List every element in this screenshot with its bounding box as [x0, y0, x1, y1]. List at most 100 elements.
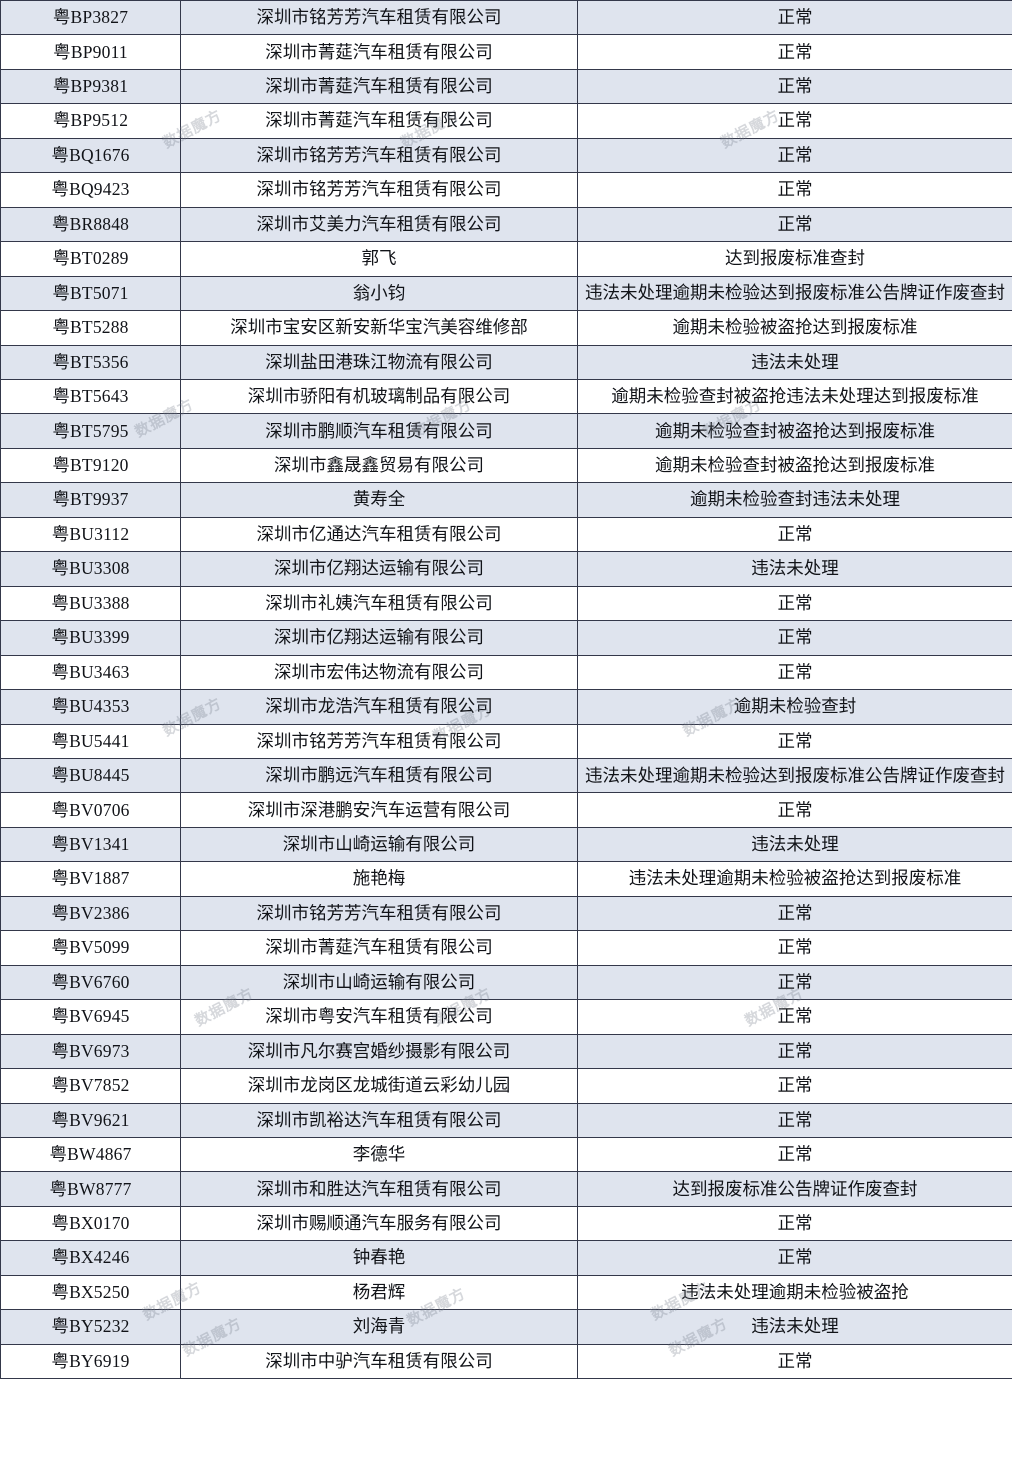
cell-plate-number: 粤BW8777 — [0, 1171, 181, 1207]
cell-plate-number: 粤BV6945 — [0, 999, 181, 1035]
cell-status: 达到报废标准查封 — [577, 241, 1012, 277]
cell-status: 逾期未检验查封 — [577, 689, 1012, 725]
cell-plate-number: 粤BP9512 — [0, 103, 181, 139]
table-row: 粤BV6760 深圳市山崎运输有限公司 正常 — [0, 964, 1012, 1001]
table-row: 粤BR8848 深圳市艾美力汽车租赁有限公司 正常 — [0, 206, 1012, 243]
cell-owner-name: 深圳盐田港珠江物流有限公司 — [180, 344, 578, 380]
cell-owner-name: 深圳市中驴汽车租赁有限公司 — [180, 1343, 578, 1380]
cell-status: 正常 — [577, 1033, 1012, 1070]
cell-owner-name: 深圳市铭芳芳汽车租赁有限公司 — [180, 137, 578, 174]
table-row: 粤BU8445 深圳市鹏远汽车租赁有限公司 违法未处理逾期未检验达到报废标准公告牌证… — [0, 757, 1012, 794]
table-row: 粤BV9621 深圳市凯裕达汽车租赁有限公司 正常 — [0, 1102, 1012, 1138]
cell-plate-number: 粤BX5250 — [0, 1274, 181, 1311]
cell-owner-name: 深圳市菁莚汽车租赁有限公司 — [180, 34, 578, 70]
table-row: 粤BU3112 深圳市亿通达汽车租赁有限公司 正常 — [0, 516, 1012, 553]
cell-plate-number: 粤BT5288 — [0, 310, 181, 346]
cell-status: 逾期未检验查封被盗抢达到报废标准 — [577, 413, 1012, 449]
cell-owner-name: 深圳市礼姨汽车租赁有限公司 — [180, 585, 578, 622]
cell-status: 正常 — [577, 620, 1012, 656]
cell-owner-name: 深圳市龙浩汽车租赁有限公司 — [180, 689, 578, 725]
vehicle-registry-table: 粤BP3827 深圳市铭芳芳汽车租赁有限公司 正常 粤BP9011 深圳市菁莚汽车租赁有… — [0, 0, 1012, 1380]
cell-status: 违法未处理逾期未检验达到报废标准公告牌证作废查封 — [577, 757, 1012, 794]
cell-status: 正常 — [577, 172, 1012, 208]
cell-owner-name: 深圳市菁莚汽车租赁有限公司 — [180, 68, 578, 105]
cell-plate-number: 粤BV2386 — [0, 895, 181, 932]
cell-status: 违法未处理逾期未检验被盗抢 — [577, 1274, 1012, 1311]
cell-status: 正常 — [577, 206, 1012, 243]
cell-plate-number: 粤BV1887 — [0, 861, 181, 897]
cell-owner-name: 深圳市鑫晟鑫贸易有限公司 — [180, 447, 578, 484]
table-row: 粤BQ1676 深圳市铭芳芳汽车租赁有限公司 正常 — [0, 137, 1012, 174]
cell-owner-name: 深圳市菁莚汽车租赁有限公司 — [180, 930, 578, 966]
cell-owner-name: 深圳市深港鹏安汽车运营有限公司 — [180, 792, 578, 828]
cell-plate-number: 粤BV7852 — [0, 1068, 181, 1104]
cell-owner-name: 深圳市凡尔赛宫婚纱摄影有限公司 — [180, 1033, 578, 1070]
cell-owner-name: 深圳市龙岗区龙城街道云彩幼儿园 — [180, 1068, 578, 1104]
cell-owner-name: 钟春艳 — [180, 1240, 578, 1276]
table-row: 粤BT0289 郭飞 达到报废标准查封 — [0, 241, 1012, 277]
table-row: 粤BV0706 深圳市深港鹏安汽车运营有限公司 正常 — [0, 792, 1012, 828]
cell-status: 正常 — [577, 930, 1012, 966]
cell-owner-name: 深圳市铭芳芳汽车租赁有限公司 — [180, 895, 578, 932]
table-row: 粤BX5250 杨君辉 违法未处理逾期未检验被盗抢 — [0, 1274, 1012, 1311]
table-row: 粤BW8777 深圳市和胜达汽车租赁有限公司 达到报废标准公告牌证作废查封 — [0, 1171, 1012, 1207]
cell-plate-number: 粤BU5441 — [0, 723, 181, 759]
cell-plate-number: 粤BU3388 — [0, 585, 181, 622]
table-row: 粤BU3388 深圳市礼姨汽车租赁有限公司 正常 — [0, 585, 1012, 622]
cell-status: 达到报废标准公告牌证作废查封 — [577, 1171, 1012, 1207]
cell-status: 正常 — [577, 1102, 1012, 1138]
cell-plate-number: 粤BV6760 — [0, 964, 181, 1001]
cell-status: 违法未处理 — [577, 1309, 1012, 1345]
cell-status: 正常 — [577, 34, 1012, 70]
cell-plate-number: 粤BT5071 — [0, 275, 181, 312]
table-row: 粤BT5643 深圳市骄阳有机玻璃制品有限公司 逾期未检验查封被盗抢违法未处理达到报… — [0, 378, 1012, 415]
cell-plate-number: 粤BT5356 — [0, 344, 181, 380]
cell-plate-number: 粤BV6973 — [0, 1033, 181, 1070]
cell-status: 违法未处理逾期未检验达到报废标准公告牌证作废查封 — [577, 275, 1012, 312]
table-row: 粤BV7852 深圳市龙岗区龙城街道云彩幼儿园 正常 — [0, 1068, 1012, 1104]
cell-owner-name: 黄寿全 — [180, 482, 578, 518]
table-row: 粤BT9120 深圳市鑫晟鑫贸易有限公司 逾期未检验查封被盗抢达到报废标准 — [0, 447, 1012, 484]
table-row: 粤BP9512 深圳市菁莚汽车租赁有限公司 正常 — [0, 103, 1012, 139]
cell-plate-number: 粤BU3463 — [0, 654, 181, 691]
status-overflow-text: 违法未处理逾期未检验达到报废标准公告牌证作废查封 — [585, 282, 1005, 303]
table-row: 粤BT5356 深圳盐田港珠江物流有限公司 违法未处理 — [0, 344, 1012, 380]
table-row: 粤BW4867 李德华 正常 — [0, 1136, 1012, 1173]
cell-owner-name: 郭飞 — [180, 241, 578, 277]
cell-status: 正常 — [577, 1205, 1012, 1242]
table-row: 粤BP3827 深圳市铭芳芳汽车租赁有限公司 正常 — [0, 0, 1012, 36]
cell-owner-name: 深圳市凯裕达汽车租赁有限公司 — [180, 1102, 578, 1138]
cell-owner-name: 施艳梅 — [180, 861, 578, 897]
table-row: 粤BV6973 深圳市凡尔赛宫婚纱摄影有限公司 正常 — [0, 1033, 1012, 1070]
table-row: 粤BT5288 深圳市宝安区新安新华宝汽美容维修部 逾期未检验被盗抢达到报废标准 — [0, 310, 1012, 346]
cell-status: 正常 — [577, 792, 1012, 828]
cell-owner-name: 深圳市赐顺通汽车服务有限公司 — [180, 1205, 578, 1242]
table-row: 粤BU3308 深圳市亿翔达运输有限公司 违法未处理 — [0, 551, 1012, 587]
cell-plate-number: 粤BP9381 — [0, 68, 181, 105]
cell-plate-number: 粤BV9621 — [0, 1102, 181, 1138]
cell-status: 正常 — [577, 654, 1012, 691]
table-row: 粤BV6945 深圳市粤安汽车租赁有限公司 正常 — [0, 999, 1012, 1035]
cell-status: 正常 — [577, 1136, 1012, 1173]
table-row: 粤BU3399 深圳市亿翔达运输有限公司 正常 — [0, 620, 1012, 656]
cell-status: 逾期未检验查封被盗抢达到报废标准 — [577, 447, 1012, 484]
cell-plate-number: 粤BW4867 — [0, 1136, 181, 1173]
cell-owner-name: 深圳市粤安汽车租赁有限公司 — [180, 999, 578, 1035]
cell-status: 违法未处理 — [577, 551, 1012, 587]
cell-owner-name: 深圳市亿翔达运输有限公司 — [180, 620, 578, 656]
cell-status: 逾期未检验查封违法未处理 — [577, 482, 1012, 518]
status-overflow-text: 违法未处理逾期未检验达到报废标准公告牌证作废查封 — [585, 765, 1005, 786]
cell-owner-name: 深圳市亿翔达运输有限公司 — [180, 551, 578, 587]
table-row: 粤BV5099 深圳市菁莚汽车租赁有限公司 正常 — [0, 930, 1012, 966]
cell-status: 正常 — [577, 1240, 1012, 1276]
cell-plate-number: 粤BP3827 — [0, 0, 181, 36]
cell-plate-number: 粤BV1341 — [0, 826, 181, 863]
table-row: 粤BY6919 深圳市中驴汽车租赁有限公司 正常 — [0, 1343, 1012, 1380]
cell-status: 正常 — [577, 516, 1012, 553]
table-row: 粤BX4246 钟春艳 正常 — [0, 1240, 1012, 1276]
cell-plate-number: 粤BT5643 — [0, 378, 181, 415]
table-row: 粤BQ9423 深圳市铭芳芳汽车租赁有限公司 正常 — [0, 172, 1012, 208]
cell-plate-number: 粤BQ1676 — [0, 137, 181, 174]
cell-owner-name: 深圳市山崎运输有限公司 — [180, 826, 578, 863]
table-row: 粤BP9381 深圳市菁莚汽车租赁有限公司 正常 — [0, 68, 1012, 105]
